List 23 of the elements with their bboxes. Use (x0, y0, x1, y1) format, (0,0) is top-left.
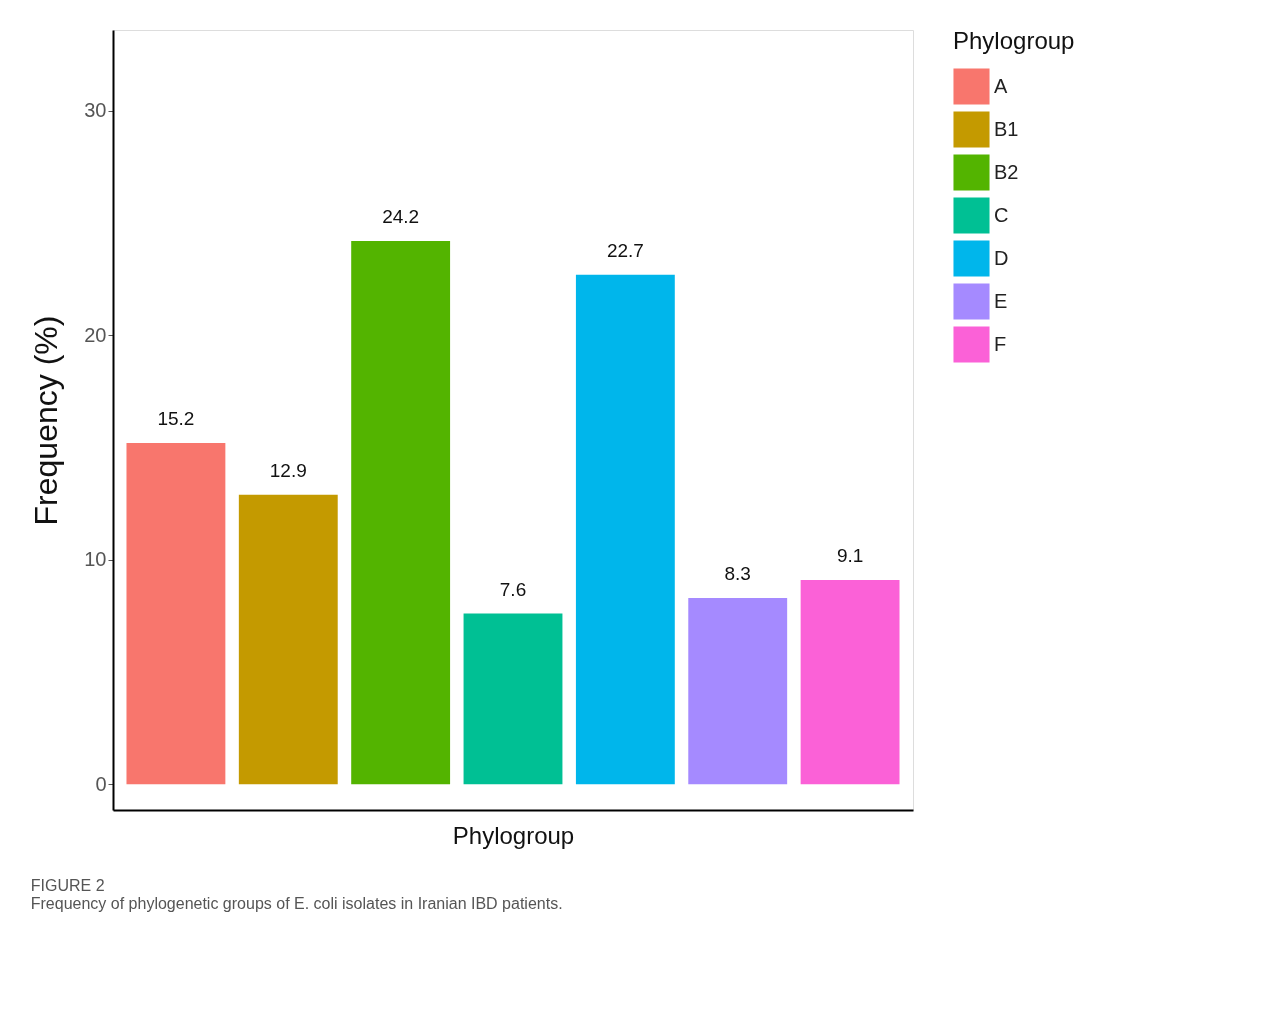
legend-label: B2 (994, 160, 1019, 183)
y-tick-label: 10 (84, 548, 107, 571)
legend-title: Phylogroup (953, 27, 1075, 54)
legend-label: D (994, 246, 1009, 269)
caption: FIGURE 2 (30, 877, 105, 894)
legend-label: E (994, 289, 1008, 312)
legend-label: A (994, 74, 1008, 97)
data-label: 15.2 (157, 408, 195, 430)
data-label: 7.6 (499, 578, 527, 600)
legend-label: B1 (994, 117, 1019, 140)
y-tick-label: 30 (84, 99, 107, 122)
y-tick-label: 20 (84, 323, 107, 346)
text: Frequency of phylogenetic groups of E. coli isolates in Iranian IBD patients. (30, 895, 563, 912)
y-axis-title: Frequency (%) (28, 315, 65, 526)
data-label: 12.9 (269, 459, 307, 481)
y-tick-label: 0 (95, 772, 107, 795)
legend-label: F (994, 332, 1007, 355)
data-label: 22.7 (606, 239, 644, 261)
x-axis-title: Phylogroup (452, 821, 575, 849)
data-label: 24.2 (382, 205, 420, 227)
data-label: 9.1 (836, 544, 864, 566)
data-label: 8.3 (724, 562, 751, 584)
legend-label: C (994, 203, 1009, 226)
